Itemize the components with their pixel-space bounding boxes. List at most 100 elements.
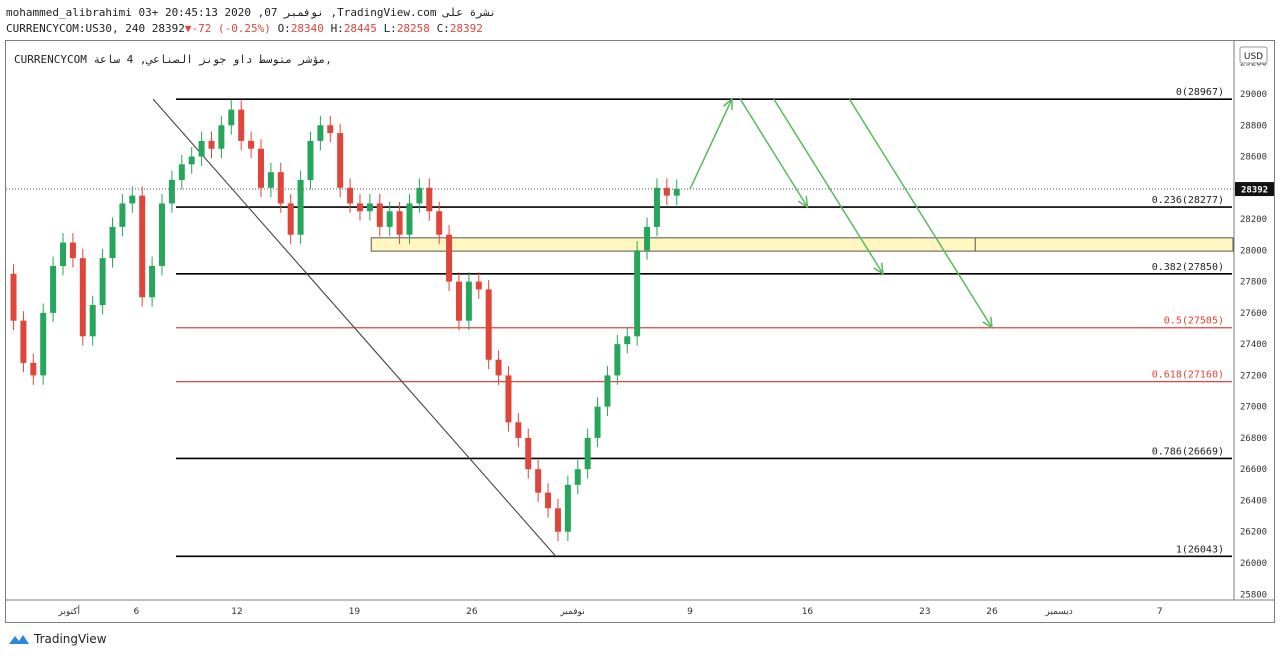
bull-candle[interactable] [673, 179, 680, 205]
bear-candle[interactable] [347, 178, 354, 213]
bull-candle[interactable] [40, 303, 47, 385]
bull-candle[interactable] [465, 272, 472, 331]
bull-candle[interactable] [366, 194, 373, 221]
arrow-head [873, 262, 884, 276]
bear-candle[interactable] [30, 353, 37, 385]
bull-candle[interactable] [119, 194, 126, 237]
diagonal-trend-line[interactable] [152, 98, 557, 557]
bear-candle[interactable] [545, 483, 552, 518]
bear-candle[interactable] [356, 194, 363, 221]
fib-level-label: 1(26043) [1176, 544, 1224, 555]
projection-arrow[interactable] [689, 97, 733, 190]
projection-arrow[interactable] [739, 98, 809, 209]
candle-body [287, 203, 294, 235]
bull-candle[interactable] [386, 201, 393, 237]
bull-candle[interactable] [267, 162, 274, 198]
header-publish-line: mohammed_alibrahimi 03+ 20:45:13 2020 ,0… [6, 6, 497, 19]
bear-candle[interactable] [69, 233, 76, 268]
bull-candle[interactable] [218, 115, 225, 159]
bear-candle[interactable] [287, 194, 294, 245]
support-zone-box[interactable] [370, 237, 1234, 252]
bear-candle[interactable] [248, 131, 255, 159]
projection-arrow[interactable] [773, 98, 884, 276]
bear-candle[interactable] [515, 412, 522, 448]
bear-candle[interactable] [495, 350, 502, 385]
bull-candle[interactable] [634, 240, 641, 346]
bear-candle[interactable] [535, 459, 542, 503]
bear-candle[interactable] [139, 186, 146, 307]
bear-candle[interactable] [426, 178, 433, 221]
bull-candle[interactable] [584, 428, 591, 479]
time-tick-label: 12 [231, 607, 242, 617]
bull-candle[interactable] [307, 131, 314, 190]
bear-candle[interactable] [663, 178, 670, 205]
bull-candle[interactable] [159, 194, 166, 276]
bear-candle[interactable] [396, 201, 403, 245]
high-label: H: [330, 22, 344, 35]
candle-body [396, 211, 403, 235]
bear-candle[interactable] [376, 194, 383, 237]
bear-candle[interactable] [277, 162, 284, 213]
bull-candle[interactable] [594, 397, 601, 448]
bear-candle[interactable] [505, 366, 512, 432]
bear-candle[interactable] [446, 225, 453, 291]
fib-level-label: 0.786(26669) [1152, 446, 1224, 457]
bull-candle[interactable] [644, 217, 651, 260]
candle-body [614, 344, 621, 376]
price-tick-label: 28600 [1240, 153, 1267, 163]
time-tick-label: 23 [919, 607, 930, 617]
bear-candle[interactable] [20, 311, 27, 373]
candle-body [347, 187, 354, 204]
bull-candle[interactable] [653, 178, 660, 237]
bear-candle[interactable] [436, 201, 443, 245]
bear-candle[interactable] [257, 139, 264, 198]
projection-arrow[interactable] [848, 98, 993, 330]
currency-badge[interactable] [1239, 46, 1268, 64]
bull-candle[interactable] [614, 334, 621, 385]
bear-candle[interactable] [485, 280, 492, 370]
candle-body [267, 172, 274, 188]
candle-body [337, 133, 344, 188]
bull-candle[interactable] [50, 256, 57, 323]
bull-candle[interactable] [574, 459, 581, 495]
chart-title: CURRENCYCOM مؤشر متوسط داو جونز الصناعي,… [14, 53, 332, 66]
bull-candle[interactable] [129, 186, 136, 213]
chart-frame[interactable] [5, 40, 1275, 623]
bull-candle[interactable] [188, 147, 195, 174]
bear-candle[interactable] [79, 248, 86, 346]
bull-candle[interactable] [168, 170, 175, 213]
candle-body [426, 187, 433, 212]
bull-candle[interactable] [198, 131, 205, 166]
bull-candle[interactable] [416, 178, 423, 213]
bull-candle[interactable] [89, 295, 96, 346]
bear-candle[interactable] [238, 100, 245, 151]
bull-candle[interactable] [564, 475, 571, 542]
bear-candle[interactable] [327, 115, 334, 143]
candle-body [317, 125, 324, 141]
bear-candle[interactable] [554, 498, 561, 542]
footer-brand[interactable]: TradingView [8, 632, 107, 646]
bull-candle[interactable] [228, 100, 235, 135]
price-tick-label: 26600 [1240, 465, 1267, 475]
bull-candle[interactable] [178, 154, 185, 190]
bull-candle[interactable] [297, 170, 304, 245]
bull-candle[interactable] [604, 366, 611, 417]
bear-candle[interactable] [525, 428, 532, 479]
bull-candle[interactable] [406, 194, 413, 245]
bear-candle[interactable] [208, 131, 215, 159]
bull-candle[interactable] [99, 248, 106, 315]
bull-candle[interactable] [149, 256, 156, 307]
bull-candle[interactable] [60, 233, 67, 276]
time-axis: أكتوبر 6 12 19 26 نوفمبر 9 16 23 26 ديسمبر 7 [6, 599, 1274, 617]
candle-body [554, 508, 561, 532]
bear-candle[interactable] [475, 272, 482, 299]
candle-body [257, 148, 264, 188]
bull-candle[interactable] [317, 115, 324, 151]
bull-candle[interactable] [109, 217, 116, 268]
bull-candle[interactable] [624, 326, 631, 354]
bear-candle[interactable] [10, 264, 17, 331]
bear-candle[interactable] [455, 272, 462, 331]
price-tick-label: 26000 [1240, 559, 1267, 569]
bear-candle[interactable] [337, 123, 344, 198]
